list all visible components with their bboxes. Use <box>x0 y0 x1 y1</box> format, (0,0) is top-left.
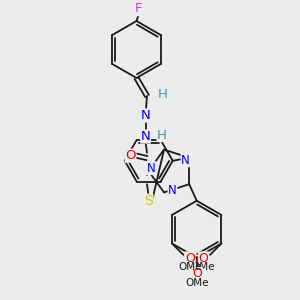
Text: F: F <box>134 2 142 16</box>
Text: OMe: OMe <box>178 262 202 272</box>
Text: O: O <box>125 149 136 162</box>
Text: H: H <box>157 128 167 142</box>
Text: O: O <box>198 252 208 265</box>
Text: OMe: OMe <box>192 262 215 272</box>
Text: H: H <box>158 88 167 101</box>
Text: O: O <box>192 267 202 280</box>
Text: N: N <box>146 161 155 175</box>
Text: OMe: OMe <box>185 278 208 288</box>
Text: N: N <box>141 130 150 143</box>
Text: N: N <box>141 109 150 122</box>
Text: N: N <box>168 184 177 197</box>
Text: O: O <box>185 252 195 265</box>
Text: S: S <box>144 194 153 208</box>
Text: N: N <box>181 154 190 167</box>
